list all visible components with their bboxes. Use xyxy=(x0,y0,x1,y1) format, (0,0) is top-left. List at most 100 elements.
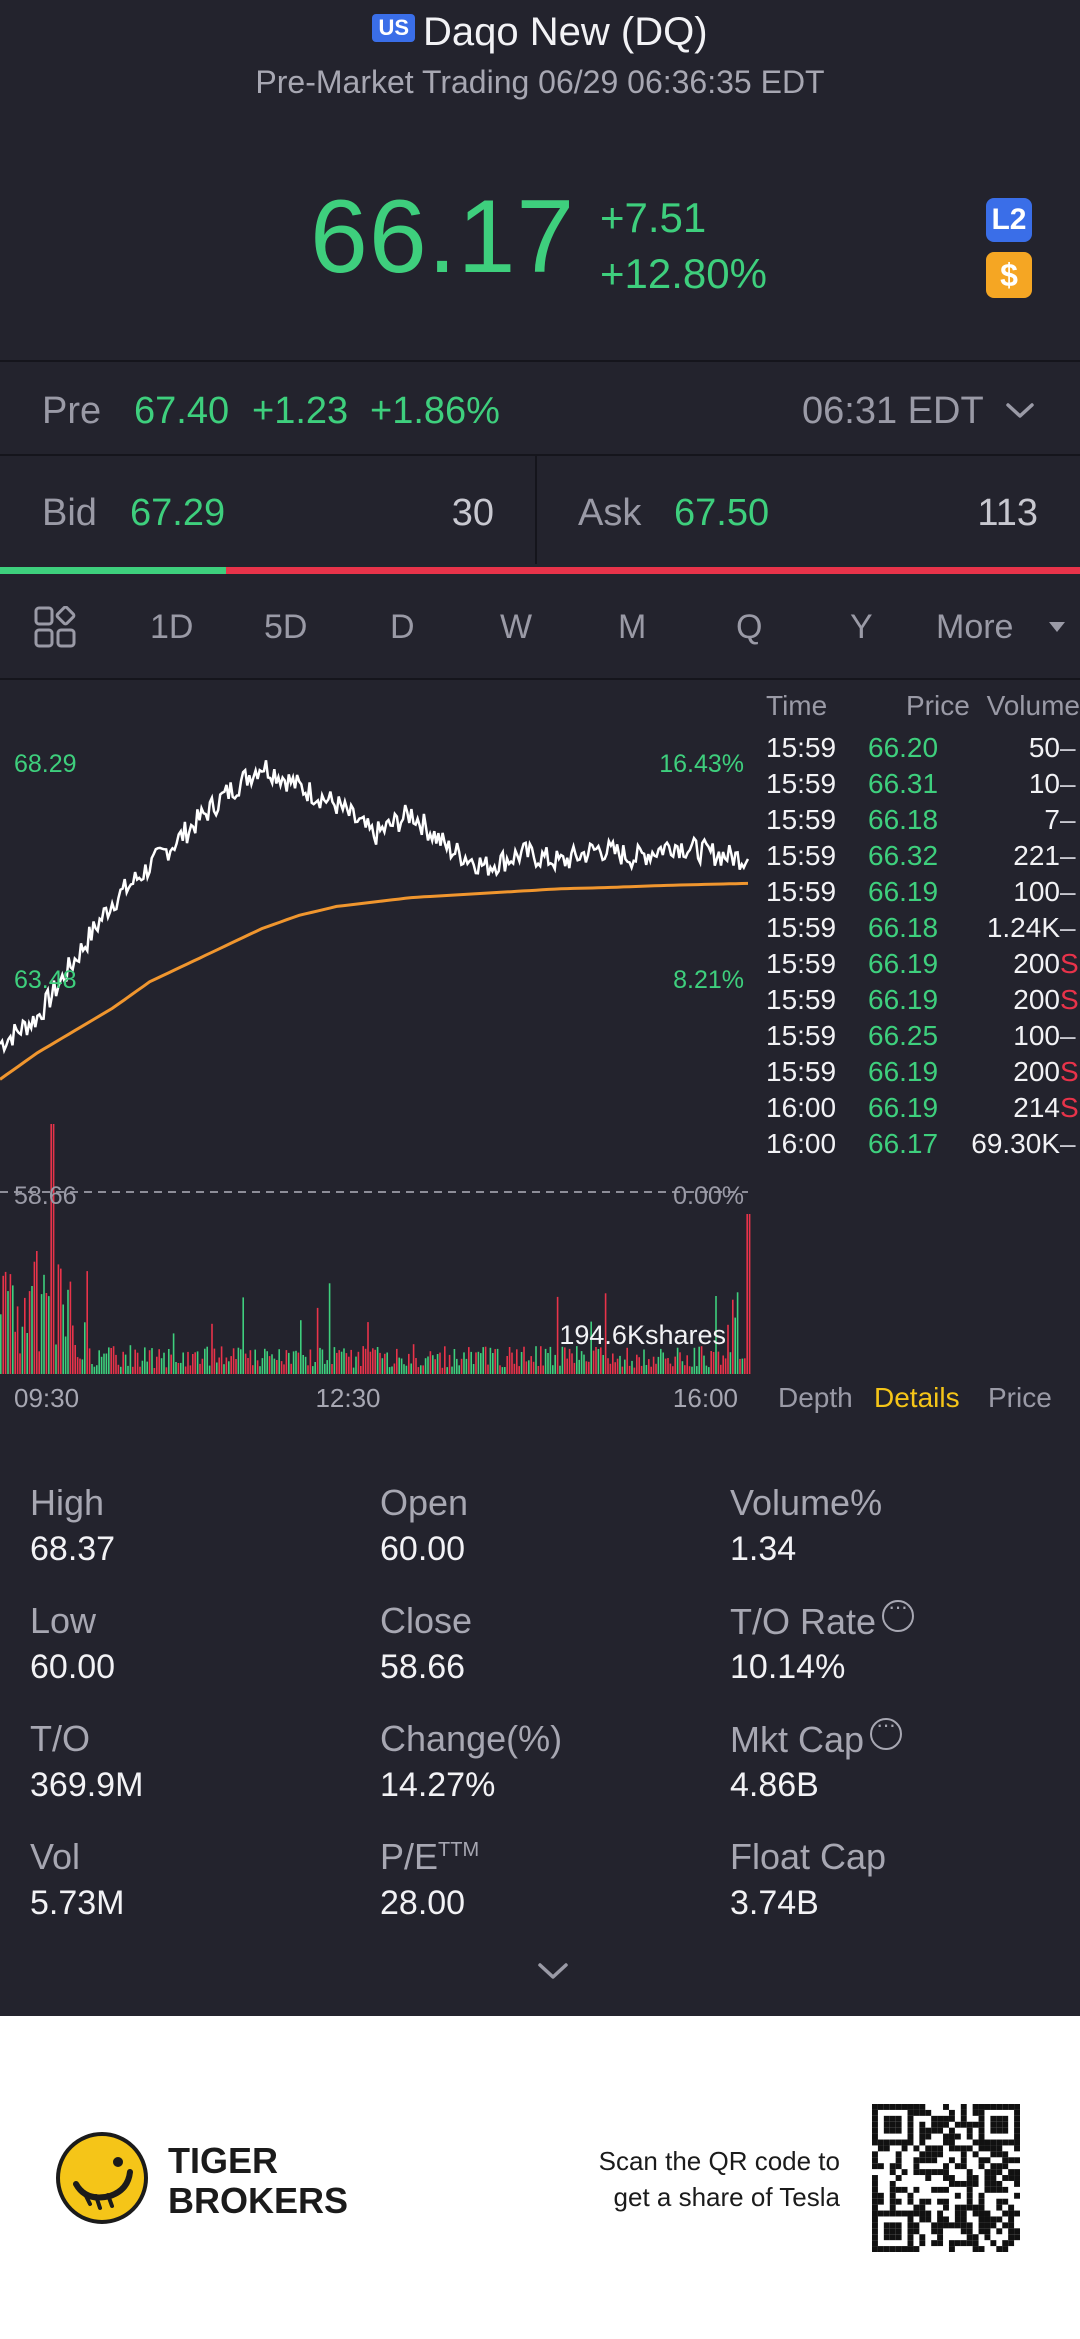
trade-price: 66.19 xyxy=(868,1092,939,1123)
chart-canvas[interactable]: 68.29 63.48 58.66 16.43% 8.21% 0.00% 194… xyxy=(0,680,752,1420)
volume-bar xyxy=(100,1356,103,1374)
volume-bar xyxy=(720,1364,722,1374)
volume-bar xyxy=(576,1346,578,1374)
caret-down-icon[interactable] xyxy=(1048,620,1066,634)
volume-bar xyxy=(482,1347,484,1374)
qr-module xyxy=(966,2121,973,2128)
qr-module xyxy=(960,2210,967,2217)
tab-y[interactable]: Y xyxy=(850,608,873,646)
qr-module xyxy=(895,2198,902,2205)
trade-volume: 50 xyxy=(1028,732,1060,763)
volume-bar xyxy=(96,1365,98,1374)
volume-bar xyxy=(120,1366,122,1374)
tab-q[interactable]: Q xyxy=(736,608,763,646)
qr-code[interactable] xyxy=(872,2104,1020,2252)
volume-bar xyxy=(91,1364,93,1374)
tab-depth[interactable]: Depth xyxy=(778,1382,853,1413)
divider xyxy=(535,456,537,564)
volume-bar xyxy=(602,1355,604,1374)
chevron-down-icon[interactable] xyxy=(1004,400,1036,422)
volume-bar xyxy=(79,1358,81,1374)
volume-bar xyxy=(463,1352,465,1374)
qr-module xyxy=(901,2139,908,2146)
volume-bar xyxy=(595,1347,597,1374)
qr-module xyxy=(978,2109,985,2116)
tab-more[interactable]: More xyxy=(936,608,1014,646)
turnover-rate-label[interactable]: T/O Rate xyxy=(730,1594,915,1643)
price-line xyxy=(0,760,750,1055)
vol-value: 5.73M xyxy=(30,1884,125,1922)
qr-module xyxy=(872,2151,878,2158)
qr-module xyxy=(1014,2192,1020,2199)
tab-1d[interactable]: 1D xyxy=(150,608,194,646)
volume-bar xyxy=(650,1366,652,1374)
volume-bar xyxy=(530,1356,532,1374)
qr-module xyxy=(1008,2222,1015,2229)
expand-chevron-icon[interactable] xyxy=(536,1960,570,1982)
qr-module xyxy=(978,2228,985,2235)
market-cap-label[interactable]: Mkt Cap xyxy=(730,1712,903,1761)
tab-price[interactable]: Price xyxy=(988,1382,1052,1413)
qr-module xyxy=(972,2109,979,2116)
volume-bar xyxy=(247,1358,249,1374)
volume-bar xyxy=(501,1367,504,1374)
volume-bar xyxy=(374,1349,376,1374)
qr-module xyxy=(901,2145,908,2152)
tab-details[interactable]: Details xyxy=(874,1382,960,1413)
qr-module xyxy=(913,2169,920,2176)
info-icon[interactable] xyxy=(870,1712,903,1750)
qr-module xyxy=(872,2234,878,2241)
volume-bar xyxy=(369,1351,372,1374)
trade-row: 16:00 66.17 69.30K – xyxy=(752,1128,1080,1182)
qr-module xyxy=(889,2228,896,2235)
trades-header-price: Price xyxy=(906,690,970,721)
qr-module xyxy=(984,2175,991,2181)
qr-module xyxy=(954,2145,961,2152)
volume-bar xyxy=(513,1363,516,1374)
qr-module xyxy=(913,2145,920,2152)
volume-bar xyxy=(535,1346,537,1374)
volume-bar xyxy=(345,1353,348,1374)
volume-bar xyxy=(295,1350,297,1374)
qr-module xyxy=(925,2157,932,2164)
qr-module xyxy=(1002,2246,1009,2252)
tab-m[interactable]: M xyxy=(618,608,647,646)
qr-module xyxy=(996,2169,1003,2176)
volume-bar xyxy=(40,1294,43,1374)
volume-bar xyxy=(204,1348,206,1374)
volume-bar xyxy=(542,1365,544,1374)
qr-module xyxy=(978,2204,985,2211)
qr-module xyxy=(996,2151,1003,2158)
volume-bar xyxy=(333,1347,336,1374)
trade-details-panel[interactable]: Time Price Volume 15:59 66.20 50–15:59 66.3… xyxy=(752,680,1080,1420)
tab-5d[interactable]: 5D xyxy=(264,608,308,646)
qr-module xyxy=(889,2234,896,2241)
indicator-grid-icon[interactable] xyxy=(34,606,78,650)
intraday-chart[interactable]: 68.29 63.48 58.66 16.43% 8.21% 0.00% 194… xyxy=(0,680,752,1420)
volume-bar xyxy=(290,1363,292,1374)
qr-module xyxy=(972,2104,979,2110)
volume-bar xyxy=(700,1346,703,1374)
qr-module xyxy=(1014,2234,1020,2241)
volume-bar xyxy=(451,1366,453,1374)
qr-module xyxy=(913,2186,920,2193)
pct-mid-label: 8.21% xyxy=(673,966,744,994)
volume-bar xyxy=(232,1348,235,1374)
volume-bar xyxy=(400,1358,403,1374)
volume-bar xyxy=(609,1363,612,1374)
qr-module xyxy=(1002,2139,1009,2146)
dollar-icon[interactable]: $ xyxy=(986,252,1032,298)
volume-bar xyxy=(328,1283,331,1374)
qr-module xyxy=(966,2228,973,2235)
volume-bar xyxy=(441,1367,444,1374)
qr-module xyxy=(931,2240,938,2247)
pre-market-row[interactable]: Pre 67.40 +1.23 +1.86% 06:31 EDT xyxy=(0,364,1080,454)
stock-title[interactable]: US Daqo New (DQ) xyxy=(0,10,1080,55)
tab-w[interactable]: W xyxy=(500,608,533,646)
tab-d[interactable]: D xyxy=(390,608,415,646)
info-icon[interactable] xyxy=(882,1594,915,1632)
qr-module xyxy=(937,2169,944,2176)
trade-price: 66.19 xyxy=(868,984,939,1015)
low-label: Low xyxy=(30,1600,97,1641)
level2-icon[interactable]: L2 xyxy=(986,198,1032,242)
